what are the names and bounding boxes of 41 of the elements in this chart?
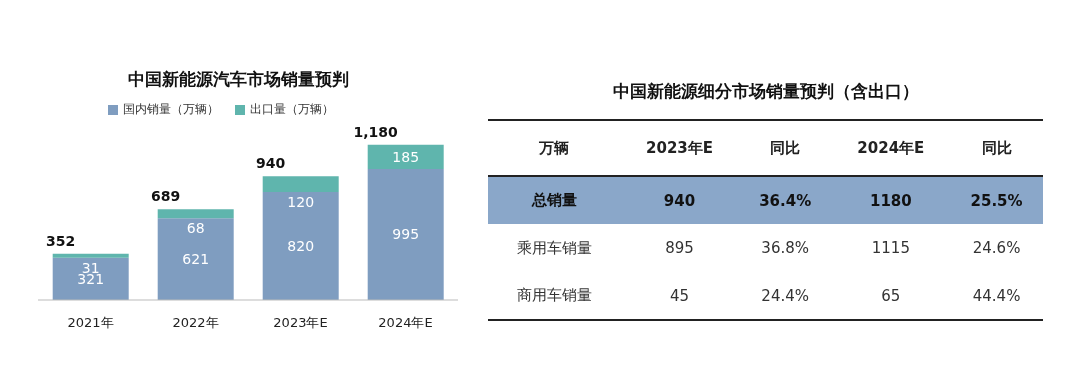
x-tick-label: 2024年E — [378, 315, 433, 331]
bar — [157, 209, 234, 219]
bar — [52, 253, 129, 258]
data-label: 185 — [392, 148, 420, 165]
text: 45 — [669, 286, 690, 305]
category-label: 万辆 — [538, 137, 571, 159]
data-label: 995 — [392, 226, 420, 243]
text: 1115 — [871, 239, 910, 257]
category-label: 商用车销量 — [516, 286, 592, 304]
bar — [262, 176, 339, 193]
total-label: 940 — [256, 155, 286, 172]
total-label: 1,180 — [353, 123, 399, 140]
total-label: 352 — [46, 232, 76, 249]
bar — [52, 257, 129, 300]
bar — [367, 169, 444, 300]
text: 65 — [881, 286, 901, 305]
category-label: 乘用车销量 — [516, 238, 592, 257]
text: 895 — [665, 239, 694, 257]
x-tick-label: 2023年E — [273, 315, 328, 331]
total-label: 689 — [151, 188, 181, 205]
bar — [157, 218, 234, 300]
data-label: 120 — [287, 194, 315, 211]
x-tick-label: 2021年 — [67, 315, 114, 331]
legend-label: 出口量（万辆） — [249, 101, 334, 118]
category-label: 2023年E — [645, 137, 714, 159]
category-label: 同比 — [980, 137, 1013, 159]
bar — [367, 144, 444, 169]
category-label: 同比 — [769, 137, 802, 159]
text: 24.6% — [972, 239, 1021, 257]
x-tick-label: 2022年 — [172, 315, 219, 331]
category-label: 2024年E — [856, 137, 926, 159]
text: 36.8% — [761, 239, 810, 257]
bar — [262, 192, 339, 300]
data-label: 68 — [186, 220, 205, 237]
text: 44.4% — [972, 286, 1021, 305]
data-label: 621 — [182, 251, 210, 268]
chart-title: 中国新能源汽车市场销量预判 — [126, 68, 350, 91]
text: 24.4% — [761, 286, 810, 305]
text: 中国新能源细分市场销量预判（含出口） — [611, 80, 920, 103]
data-label: 820 — [287, 238, 315, 255]
legend-label: 国内销量（万辆） — [122, 101, 219, 118]
